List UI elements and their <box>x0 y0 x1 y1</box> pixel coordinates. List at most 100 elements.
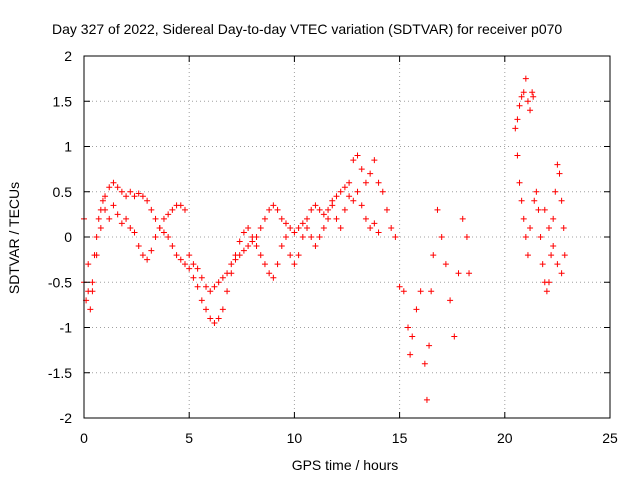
data-point <box>215 279 222 286</box>
data-point <box>548 252 555 259</box>
x-axis: 0 5 10 15 20 25 <box>80 56 618 446</box>
x-tick-label: 15 <box>392 430 408 446</box>
data-point <box>270 202 277 209</box>
series-track-c <box>512 75 568 295</box>
data-point <box>514 152 521 159</box>
data-point <box>434 206 441 213</box>
y-axis: -2 -1.5 -1 -0.5 0 0.5 1 1.5 2 <box>48 48 610 426</box>
data-point <box>198 297 205 304</box>
data-point <box>354 152 361 159</box>
data-point <box>160 215 167 222</box>
data-point <box>362 179 369 186</box>
data-point <box>337 224 344 231</box>
data-point <box>224 270 231 277</box>
data-point <box>325 215 332 222</box>
data-point <box>245 224 252 231</box>
data-point <box>198 274 205 281</box>
data-point <box>466 270 473 277</box>
data-point <box>316 206 323 213</box>
data-point <box>106 215 113 222</box>
data-point <box>245 243 252 250</box>
data-point <box>447 297 454 304</box>
data-point <box>270 274 277 281</box>
data-point <box>190 274 197 281</box>
data-point <box>438 234 445 240</box>
data-point <box>278 215 285 222</box>
data-point <box>531 197 538 204</box>
data-point <box>413 306 420 313</box>
data-point <box>274 206 281 213</box>
chart-title: Day 327 of 2022, Sidereal Day-to-day VTE… <box>52 21 562 37</box>
data-point <box>278 243 285 250</box>
data-point <box>558 270 565 277</box>
x-tick-label: 10 <box>287 430 303 446</box>
data-point <box>295 224 302 231</box>
data-point <box>232 256 239 263</box>
data-point <box>127 188 134 195</box>
data-point <box>341 206 348 213</box>
data-point <box>240 229 247 236</box>
data-point <box>423 396 430 403</box>
data-point <box>102 206 109 213</box>
data-point <box>428 288 435 295</box>
grid <box>84 56 610 418</box>
data-point <box>426 342 433 349</box>
data-point <box>396 283 403 290</box>
data-point <box>371 220 378 227</box>
data-point <box>320 211 327 218</box>
data-point <box>367 224 374 231</box>
data-point <box>291 261 298 268</box>
data-point <box>249 238 256 245</box>
data-point <box>97 224 104 231</box>
data-point <box>354 188 361 195</box>
data-point <box>405 324 412 331</box>
data-point <box>118 188 125 195</box>
data-point <box>257 224 264 231</box>
y-tick-label: 2 <box>64 48 72 64</box>
data-point <box>535 206 542 213</box>
data-point <box>148 247 155 254</box>
data-point <box>291 229 298 236</box>
data-point <box>102 193 109 200</box>
data-point <box>533 188 540 195</box>
data-point <box>451 333 458 340</box>
x-tick-label: 5 <box>185 430 193 446</box>
data-point <box>358 166 365 173</box>
data-point <box>99 197 106 204</box>
data-point <box>299 234 306 240</box>
data-point <box>522 234 529 240</box>
data-point <box>550 215 557 222</box>
data-point <box>320 224 327 231</box>
data-point <box>177 202 184 209</box>
data-point <box>139 193 146 200</box>
data-point <box>545 279 552 286</box>
data-point <box>371 157 378 164</box>
data-point <box>211 283 218 290</box>
data-point <box>516 179 523 186</box>
data-point <box>520 215 527 222</box>
data-point <box>561 252 568 259</box>
data-point <box>541 206 548 213</box>
data-point <box>165 234 172 240</box>
data-point <box>358 202 365 209</box>
data-point <box>95 215 102 222</box>
data-point <box>123 193 130 200</box>
data-point <box>236 252 243 259</box>
data-point <box>341 184 348 191</box>
data-point <box>518 93 525 100</box>
data-point <box>392 234 399 240</box>
y-tick-label: 1 <box>64 139 72 155</box>
x-axis-label: GPS time / hours <box>292 457 399 473</box>
data-point <box>89 288 96 295</box>
data-point <box>93 234 100 240</box>
data-point <box>554 161 561 168</box>
x-tick-label: 25 <box>602 430 618 446</box>
data-point <box>261 215 268 222</box>
data-point <box>530 93 537 100</box>
data-point <box>181 261 188 268</box>
data-point <box>421 360 428 367</box>
data-point <box>388 224 395 231</box>
data-point <box>127 224 134 231</box>
data-point <box>455 270 462 277</box>
data-point <box>266 206 273 213</box>
